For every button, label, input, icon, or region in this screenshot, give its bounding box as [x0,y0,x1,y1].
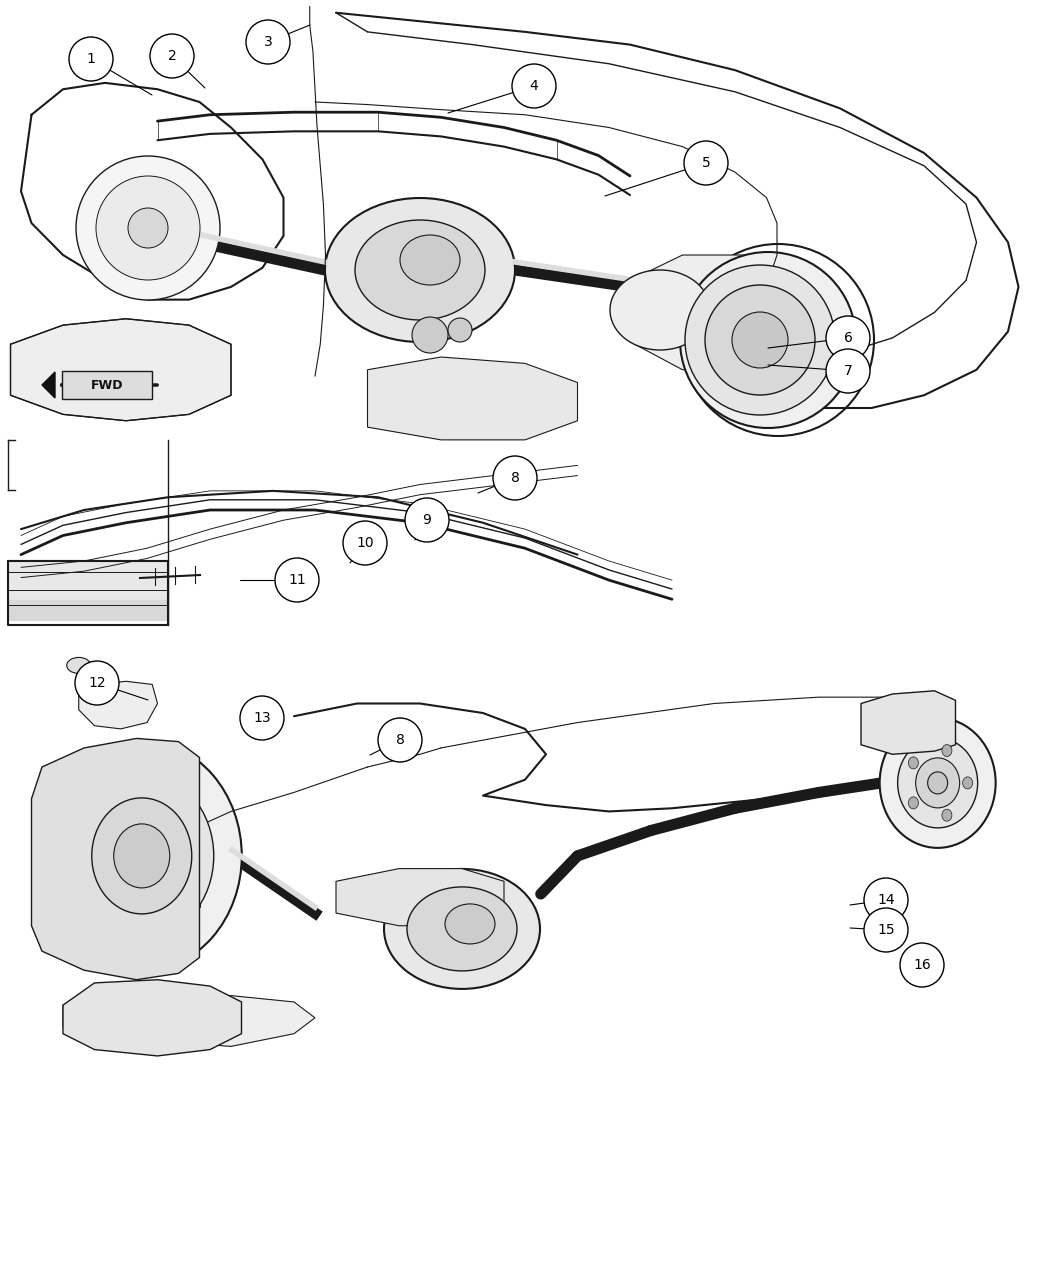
Circle shape [240,696,284,740]
Ellipse shape [445,904,495,944]
Text: 8: 8 [510,470,520,484]
Ellipse shape [42,741,242,970]
Circle shape [864,878,908,922]
Polygon shape [42,372,55,398]
Circle shape [684,142,728,185]
Ellipse shape [355,221,485,320]
Ellipse shape [400,235,460,286]
Circle shape [246,20,290,64]
Polygon shape [861,691,956,755]
Circle shape [900,944,944,987]
Text: FWD: FWD [90,379,123,391]
Ellipse shape [908,757,919,769]
Circle shape [864,908,908,952]
Text: 1: 1 [86,52,96,66]
Text: 12: 12 [88,676,106,690]
Polygon shape [630,255,798,370]
Text: 15: 15 [877,923,895,937]
Text: 10: 10 [356,536,374,550]
Polygon shape [63,979,242,1056]
Text: 7: 7 [843,363,853,377]
Ellipse shape [908,797,919,808]
Ellipse shape [67,658,90,673]
Circle shape [69,37,113,82]
Ellipse shape [916,757,960,808]
Ellipse shape [412,317,448,353]
Polygon shape [79,681,158,729]
Ellipse shape [963,776,972,789]
Polygon shape [336,868,504,926]
Circle shape [405,499,449,542]
Ellipse shape [680,252,856,428]
Ellipse shape [732,312,788,368]
Polygon shape [10,319,231,421]
Circle shape [826,349,870,393]
Text: 3: 3 [264,34,272,48]
Ellipse shape [448,317,472,342]
Text: 11: 11 [288,572,306,586]
Ellipse shape [96,176,200,280]
Text: 16: 16 [914,958,931,972]
Ellipse shape [942,810,952,821]
Ellipse shape [326,198,514,342]
Text: 8: 8 [396,733,404,747]
Circle shape [826,316,870,360]
Circle shape [512,64,556,108]
Polygon shape [63,992,315,1047]
Ellipse shape [685,265,835,414]
Ellipse shape [880,718,995,848]
Circle shape [75,660,119,705]
Text: 5: 5 [701,156,711,170]
Circle shape [150,34,194,78]
FancyBboxPatch shape [62,371,152,399]
Ellipse shape [927,771,948,794]
Circle shape [343,521,387,565]
Text: 6: 6 [843,332,853,346]
Text: 4: 4 [529,79,539,93]
Polygon shape [32,738,200,979]
Circle shape [275,558,319,602]
Text: 14: 14 [877,892,895,907]
Ellipse shape [705,286,815,395]
Ellipse shape [128,208,168,249]
Ellipse shape [407,887,517,972]
Ellipse shape [69,773,214,938]
Text: 13: 13 [253,711,271,725]
Ellipse shape [91,798,192,914]
Text: 2: 2 [168,48,176,62]
Circle shape [494,456,537,500]
Polygon shape [368,357,578,440]
Circle shape [378,718,422,762]
Ellipse shape [942,745,952,756]
Ellipse shape [76,156,220,300]
Text: 9: 9 [422,513,432,527]
Ellipse shape [610,270,710,351]
Ellipse shape [113,824,170,887]
Ellipse shape [898,738,978,827]
Ellipse shape [384,870,540,989]
